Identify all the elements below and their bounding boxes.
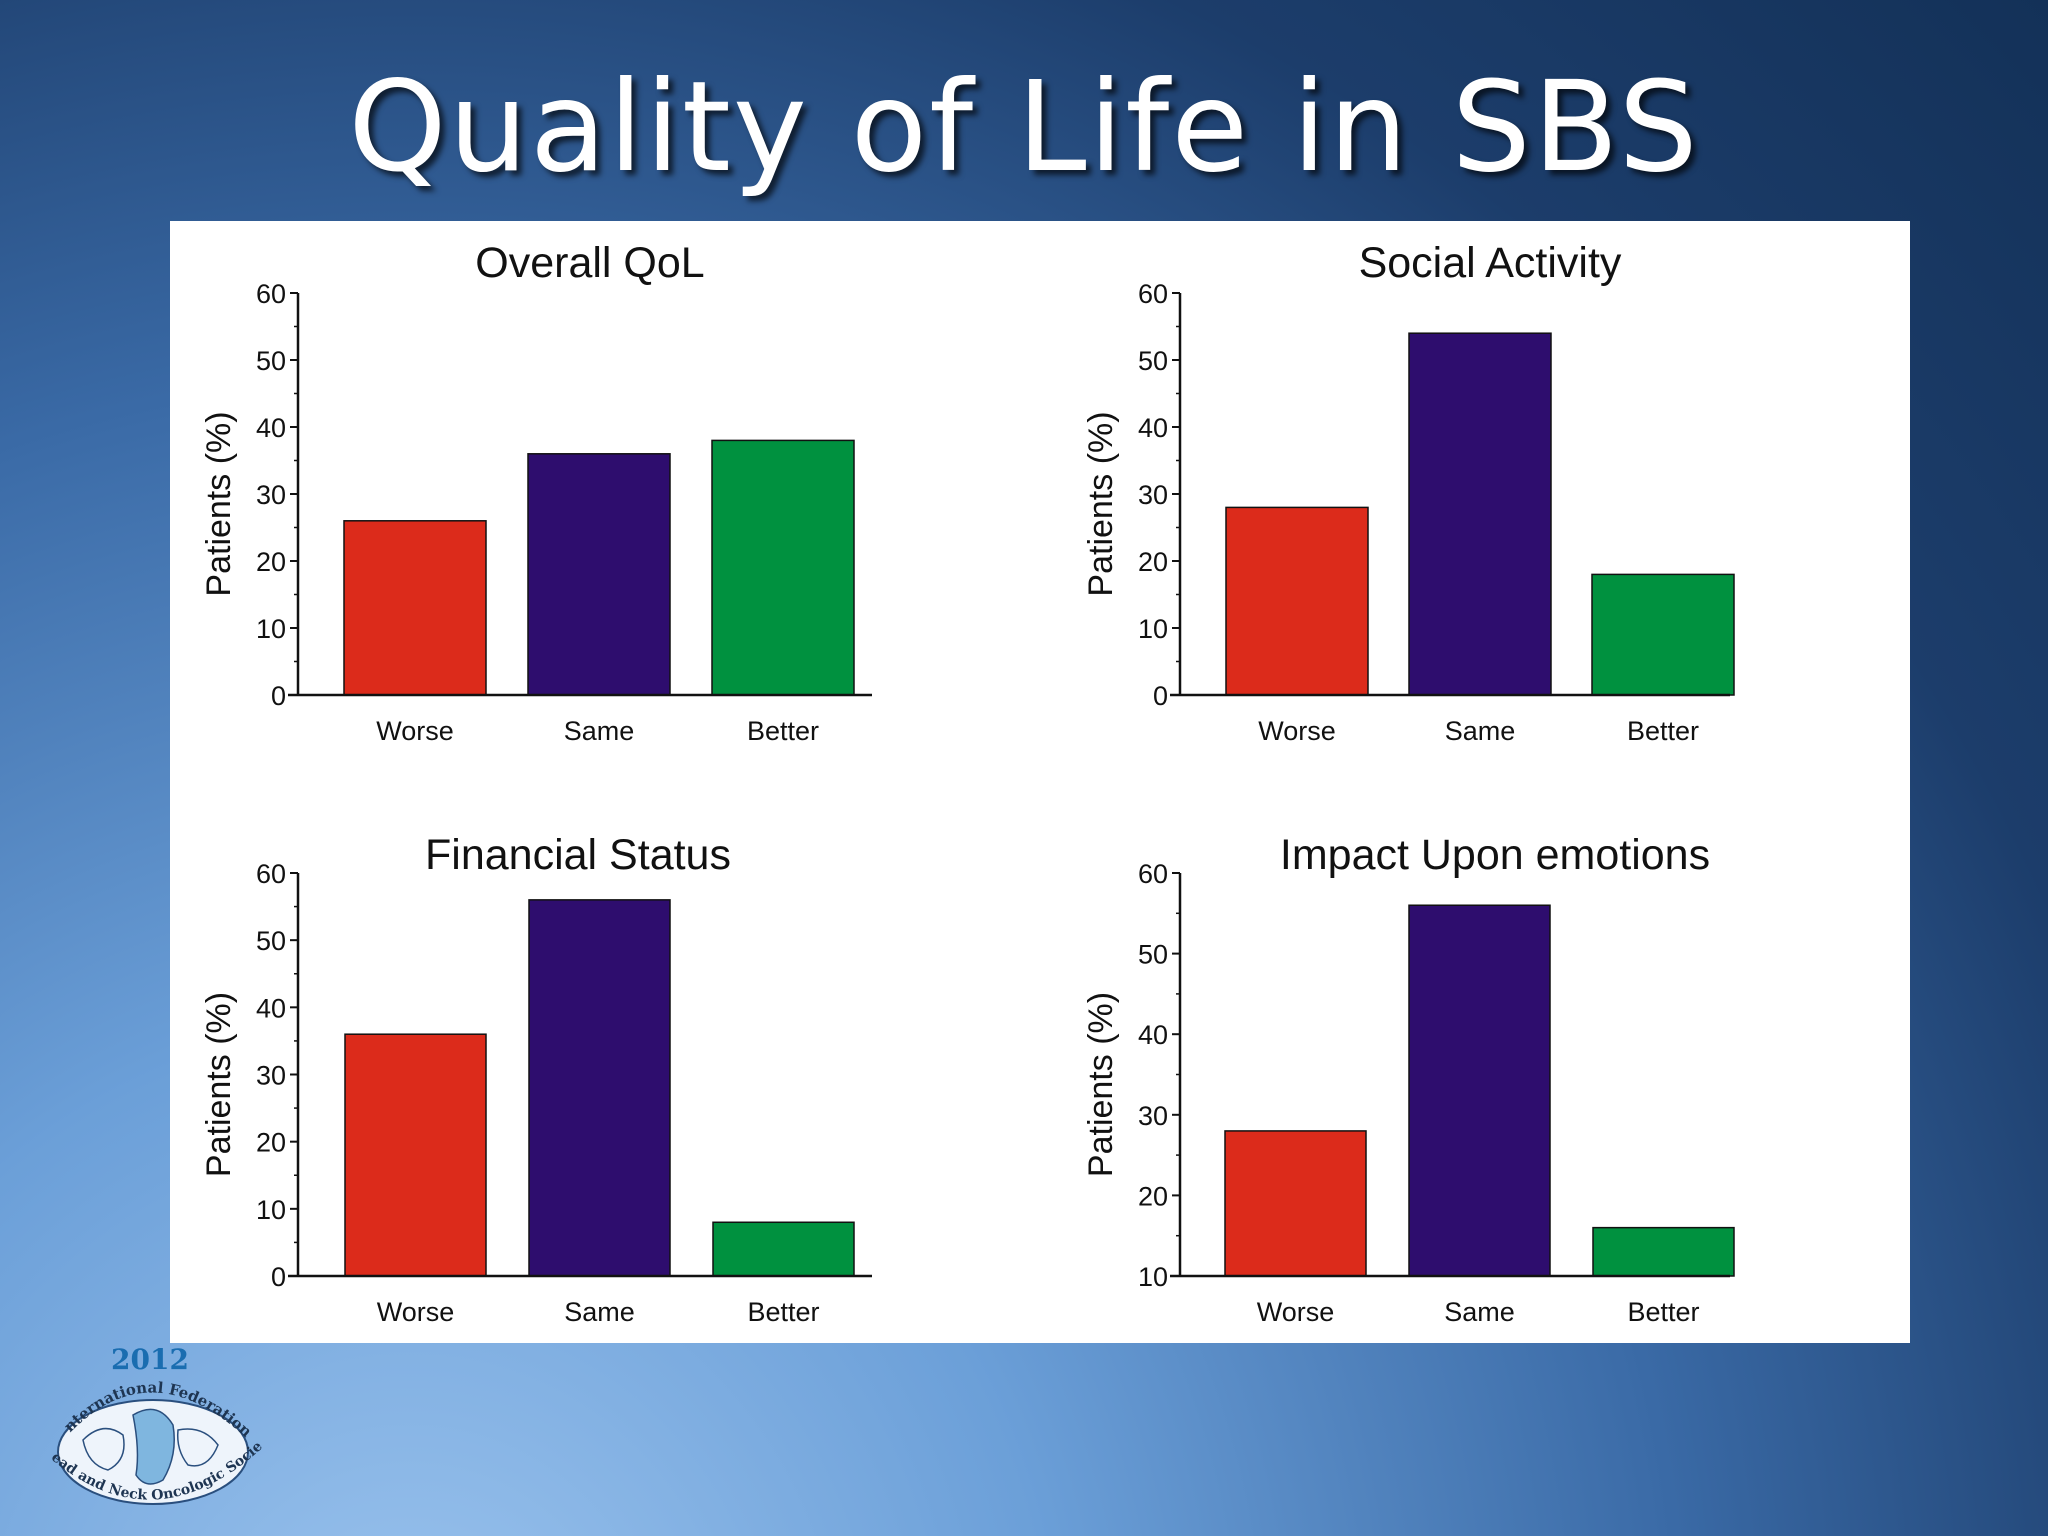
ifhnos-logo: International Federation of Head and Nec… bbox=[28, 1340, 266, 1505]
y-tick-label: 20 bbox=[1138, 547, 1168, 577]
logo-continent-1 bbox=[82, 1427, 125, 1471]
chart-title: Impact Upon emotions bbox=[1280, 831, 1710, 879]
chart-title: Overall QoL bbox=[475, 239, 704, 287]
x-tick-label: Worse bbox=[376, 716, 454, 746]
y-tick-label: 40 bbox=[256, 993, 286, 1023]
x-tick-label: Better bbox=[747, 716, 819, 746]
logo-head-figure bbox=[132, 1408, 175, 1485]
y-axis-label: Patients (%) bbox=[200, 411, 238, 596]
y-axis-label: Patients (%) bbox=[1082, 411, 1120, 596]
bar-better bbox=[1591, 573, 1735, 696]
charts-svg: Overall QoL Patients (%) Worse Same Better 0 1… bbox=[200, 239, 1735, 1327]
y-tick-label: 0 bbox=[271, 681, 286, 711]
y-tick-label: 30 bbox=[256, 1061, 286, 1091]
y-axis-label: Patients (%) bbox=[200, 992, 238, 1177]
y-tick-label: 50 bbox=[1138, 346, 1168, 376]
y-tick-label: 10 bbox=[256, 1195, 286, 1225]
y-tick-label: 10 bbox=[256, 614, 286, 644]
bar-same bbox=[527, 453, 671, 696]
y-tick-label: 50 bbox=[256, 926, 286, 956]
y-tick-label: 0 bbox=[1153, 681, 1168, 711]
bar-worse bbox=[344, 1033, 487, 1277]
chart-title: Social Activity bbox=[1359, 239, 1622, 287]
bar-same bbox=[1408, 904, 1551, 1277]
y-tick-label: 60 bbox=[256, 859, 286, 889]
chart-title: Financial Status bbox=[425, 831, 731, 879]
y-tick-label: 30 bbox=[1138, 480, 1168, 510]
y-tick-label: 20 bbox=[256, 1128, 286, 1158]
y-tick-label: 60 bbox=[256, 279, 286, 309]
logo-continent-2 bbox=[176, 1428, 219, 1467]
y-tick-label: 40 bbox=[1138, 1020, 1168, 1050]
logo-year: 2012 bbox=[111, 1343, 189, 1376]
x-tick-label: Worse bbox=[1258, 716, 1336, 746]
y-tick-label: 0 bbox=[271, 1262, 286, 1292]
x-tick-label: Better bbox=[747, 1297, 819, 1327]
bar-better bbox=[712, 1221, 855, 1277]
y-tick-label: 50 bbox=[1138, 940, 1168, 970]
bar-better bbox=[1592, 1226, 1735, 1277]
bar-worse bbox=[1224, 1130, 1367, 1277]
x-tick-label: Worse bbox=[1257, 1297, 1335, 1327]
y-tick-label: 30 bbox=[256, 480, 286, 510]
bar-worse bbox=[1225, 506, 1369, 696]
bar-same bbox=[528, 899, 671, 1277]
slide-title: Quality of Life in SBS bbox=[348, 55, 1700, 200]
x-tick-label: Same bbox=[564, 1297, 635, 1327]
y-tick-label: 60 bbox=[1138, 279, 1168, 309]
y-axis-label: Patients (%) bbox=[1082, 992, 1120, 1177]
y-tick-label: 10 bbox=[1138, 614, 1168, 644]
y-tick-label: 10 bbox=[1138, 1262, 1168, 1292]
y-tick-label: 30 bbox=[1138, 1101, 1168, 1131]
x-tick-label: Better bbox=[1627, 716, 1699, 746]
y-tick-label: 40 bbox=[256, 413, 286, 443]
x-tick-label: Worse bbox=[377, 1297, 455, 1327]
x-tick-label: Same bbox=[564, 716, 635, 746]
bar-worse bbox=[343, 520, 487, 696]
x-tick-label: Same bbox=[1445, 716, 1516, 746]
y-tick-label: 50 bbox=[256, 346, 286, 376]
bar-better bbox=[711, 439, 855, 696]
bar-same bbox=[1408, 332, 1552, 696]
x-tick-label: Same bbox=[1444, 1297, 1515, 1327]
y-tick-label: 20 bbox=[256, 547, 286, 577]
y-tick-label: 20 bbox=[1138, 1181, 1168, 1211]
x-tick-label: Better bbox=[1627, 1297, 1699, 1327]
y-tick-label: 40 bbox=[1138, 413, 1168, 443]
y-tick-label: 60 bbox=[1138, 859, 1168, 889]
charts-panel: Overall QoL Patients (%) Worse Same Better 0 1… bbox=[170, 221, 1910, 1343]
